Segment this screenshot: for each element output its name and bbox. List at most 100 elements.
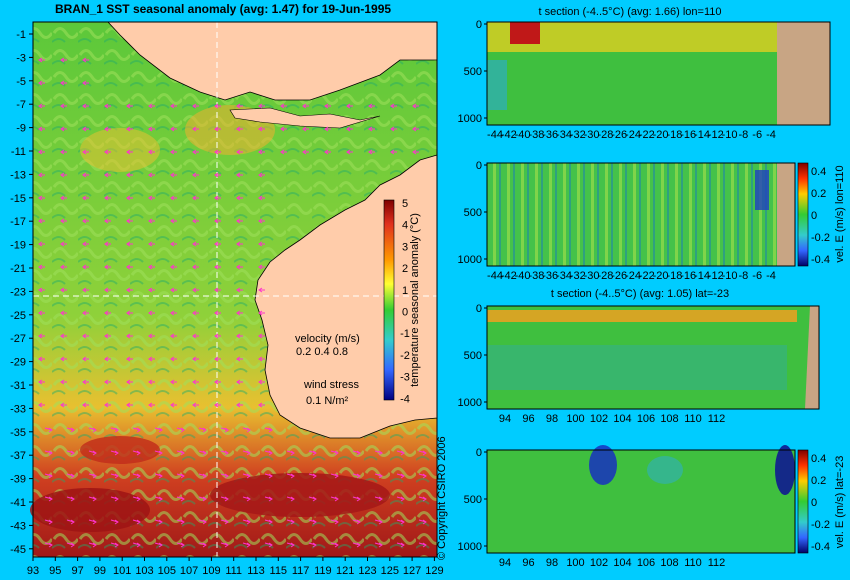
velocity-arrow (66, 496, 75, 502)
panel-x-tick-label: 98 (546, 413, 558, 425)
panel-y-tick-label: 500 (464, 66, 482, 78)
velocity-arrow (170, 172, 177, 178)
map-x-tick-label: 121 (336, 565, 354, 577)
panel-colorbar-tick-label: 0.4 (811, 166, 826, 178)
velocity-arrow (38, 172, 45, 178)
panel-x-tick-label: -12 (708, 129, 724, 141)
panel-x-tick-label: 106 (637, 557, 655, 569)
velocity-arrow (38, 126, 45, 132)
velocity-arrow (346, 126, 353, 132)
map-y-tick-label: -1 (16, 29, 26, 41)
panel-x-tick-label: -40 (515, 270, 531, 282)
velocity-arrow (390, 149, 397, 155)
velocity-arrow (38, 264, 45, 270)
panel-y-tick-label: 0 (476, 19, 482, 31)
map-colorbar (383, 199, 395, 401)
velocity-arrow (148, 241, 155, 247)
velocity-arrow (60, 172, 67, 178)
velocity-arrow (126, 264, 133, 270)
velocity-arrow (286, 519, 295, 525)
velocity-arrow (82, 80, 89, 86)
velocity-arrow (396, 519, 405, 525)
velocity-arrow (176, 542, 185, 548)
velocity-arrow (104, 402, 111, 408)
velocity-arrow (192, 172, 199, 178)
velocity-arrow (110, 542, 119, 548)
velocity-arrow (148, 402, 155, 408)
velocity-arrow (148, 195, 155, 201)
velocity-arrow (192, 103, 199, 109)
velocity-arrow (38, 195, 45, 201)
velocity-arrow (88, 496, 97, 502)
velocity-arrow (258, 126, 265, 132)
velocity-arrow (220, 450, 229, 456)
wind-stress-label: wind stress (303, 379, 360, 391)
velocity-arrow (236, 195, 243, 201)
velocity-arrow (258, 103, 265, 109)
velocity-arrow (412, 103, 419, 109)
velocity-arrow (214, 241, 221, 247)
velocity-arrow (418, 473, 427, 479)
velocity-values: 0.2 0.4 0.8 (296, 346, 348, 358)
panel-title: t section (-4..5°C) (avg: 1.66) lon=110 (538, 6, 721, 18)
westward-core (589, 445, 617, 485)
panel-colorbar-tick-label: 0.2 (811, 188, 826, 200)
panel-2: vel. E (m/s) lon=110 (486, 162, 846, 267)
warm-anomaly-blob (80, 128, 160, 172)
velocity-arrow (148, 103, 155, 109)
panel-frame (486, 162, 796, 267)
velocity-arrow (176, 473, 185, 479)
velocity-arrow (126, 103, 133, 109)
panel-x-tick-label: 100 (566, 413, 584, 425)
velocity-arrow (38, 356, 45, 362)
velocity-arrow (170, 379, 177, 385)
velocity-arrow (220, 519, 229, 525)
map-y-tick-label: -13 (10, 169, 26, 181)
velocity-arrow (324, 149, 331, 155)
velocity-arrow (104, 356, 111, 362)
map-y-tick-label: -39 (10, 474, 26, 486)
map-y-tick-label: -43 (10, 520, 26, 532)
panel-x-tick-label: -38 (528, 129, 544, 141)
map-y-tick-label: -31 (10, 380, 26, 392)
velocity-arrow (82, 241, 89, 247)
velocity-arrow (170, 103, 177, 109)
panel-frame (486, 449, 796, 554)
velocity-arrow (192, 195, 199, 201)
panel-x-tick-label: -20 (653, 270, 669, 282)
velocity-arrow (258, 356, 265, 362)
velocity-arrow (418, 496, 427, 502)
panel-x-tick-label: 106 (637, 413, 655, 425)
velocity-arrow (170, 218, 177, 224)
velocity-arrow (324, 103, 331, 109)
panel-x-tick-label: -30 (584, 270, 600, 282)
velocity-arrow (44, 473, 53, 479)
velocity-arrow (214, 287, 221, 293)
panel-x-tick-label: 94 (499, 413, 511, 425)
map-colorbar-tick-label: 3 (402, 241, 408, 253)
map-y-tick-label: -33 (10, 403, 26, 415)
velocity-arrow (110, 450, 119, 456)
panel-x-tick-label: 112 (708, 413, 726, 425)
map-colorbar-tick-label: 0 (402, 307, 408, 319)
velocity-arrow (396, 496, 405, 502)
velocity-arrow (258, 218, 265, 224)
velocity-vectors (38, 57, 427, 548)
velocity-arrow (104, 103, 111, 109)
velocity-arrow (352, 450, 361, 456)
velocity-arrow (330, 542, 339, 548)
warm-surface-core (510, 22, 540, 44)
velocity-arrow (126, 287, 133, 293)
velocity-arrow (308, 473, 317, 479)
velocity-arrow (60, 287, 67, 293)
map-y-tick-label: -35 (10, 427, 26, 439)
velocity-arrow (104, 264, 111, 270)
panel-x-tick-label: 102 (590, 557, 608, 569)
panel-x-tick-label: -6 (752, 270, 762, 282)
velocity-arrow (412, 126, 419, 132)
warm-anomaly-blob (30, 488, 150, 532)
map-title: BRAN_1 SST seasonal anomaly (avg: 1.47) … (55, 2, 391, 16)
velocity-arrow (126, 241, 133, 247)
velocity-arrow (82, 218, 89, 224)
velocity-arrow (242, 496, 251, 502)
